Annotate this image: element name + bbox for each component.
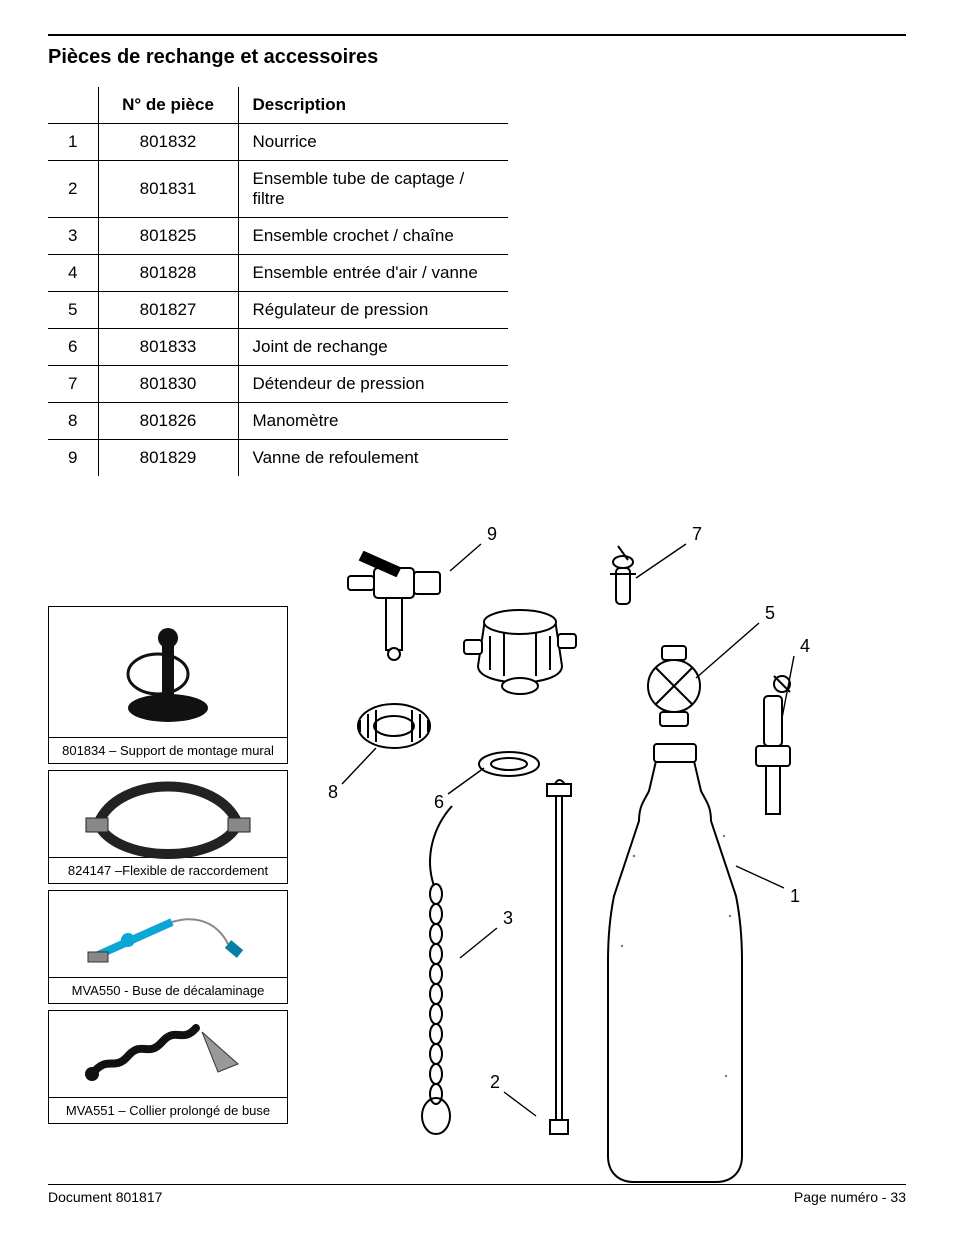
table-cell: 2 [48,161,98,218]
accessory-image [49,771,287,857]
callout-label: 4 [800,636,810,656]
table-cell: 9 [48,440,98,477]
callout-line [448,768,484,794]
table-row: 4801828Ensemble entrée d'air / vanne [48,255,508,292]
table-cell: Ensemble entrée d'air / vanne [238,255,508,292]
callout-label: 8 [328,782,338,802]
exploded-diagram: 9 7 5 4 8 6 3 2 1 [304,516,906,1216]
table-row: 1801832Nourrice [48,124,508,161]
table-cell: 801827 [98,292,238,329]
accessory-image [49,607,287,737]
nozzle-icon [68,874,268,994]
table-cell: 5 [48,292,98,329]
callout-line [736,866,784,888]
table-cell: Manomètre [238,403,508,440]
table-cell: 801831 [98,161,238,218]
table-cell: 801833 [98,329,238,366]
accessory-box: MVA550 - Buse de décalaminage [48,890,288,1004]
table-cell: Nourrice [238,124,508,161]
table-cell: 6 [48,329,98,366]
table-row: 2801831Ensemble tube de captage / filtre [48,161,508,218]
table-cell: 801828 [98,255,238,292]
table-row: 8801826Manomètre [48,403,508,440]
accessory-box: 824147 –Flexible de raccordement [48,770,288,884]
top-rule [48,34,906,36]
accessory-box: MVA551 – Collier prolongé de buse [48,1010,288,1124]
parts-table: N° de pièce Description 1801832Nourrice2… [48,87,508,476]
accessory-box: 801834 – Support de montage mural [48,606,288,764]
table-header-row: N° de pièce Description [48,87,508,124]
table-cell: 801832 [98,124,238,161]
callout-line [460,928,497,958]
callout-label: 6 [434,792,444,812]
section-title: Pièces de rechange et accessoires [48,46,906,69]
page-footer: Document 801817 Page numéro - 33 [48,1184,906,1205]
footer-rule [48,1184,906,1185]
table-cell: 1 [48,124,98,161]
callout-line [696,623,759,678]
accessory-column: 801834 – Support de montage mural824147 … [48,606,288,1216]
table-cell: 4 [48,255,98,292]
table-cell: Ensemble crochet / chaîne [238,218,508,255]
table-row: 9801829Vanne de refoulement [48,440,508,477]
table-cell: 7 [48,366,98,403]
table-cell: Joint de rechange [238,329,508,366]
table-row: 5801827Régulateur de pression [48,292,508,329]
col-header-part: N° de pièce [98,87,238,124]
table-cell: Détendeur de pression [238,366,508,403]
col-header-desc: Description [238,87,508,124]
callout-label: 9 [487,524,497,544]
table-cell: 3 [48,218,98,255]
table-row: 7801830Détendeur de pression [48,366,508,403]
hose-icon [68,754,268,874]
table-cell: 801826 [98,403,238,440]
callout-label: 3 [503,908,513,928]
table-row: 3801825Ensemble crochet / chaîne [48,218,508,255]
footer-left: Document 801817 [48,1189,162,1205]
collar-icon [68,994,268,1114]
callout-line [450,544,481,571]
table-cell: 801825 [98,218,238,255]
callout-line [342,748,376,784]
mount-icon [68,612,268,732]
table-cell: Régulateur de pression [238,292,508,329]
page: Pièces de rechange et accessoires N° de … [0,0,954,1235]
table-cell: Ensemble tube de captage / filtre [238,161,508,218]
callout-label: 1 [790,886,800,906]
footer-right: Page numéro - 33 [794,1189,906,1205]
accessory-image [49,891,287,977]
table-row: 6801833Joint de rechange [48,329,508,366]
callout-line [636,544,686,578]
callout-label: 2 [490,1072,500,1092]
diagram-svg: 9 7 5 4 8 6 3 2 1 [304,516,824,1216]
table-cell: 801829 [98,440,238,477]
callout-label: 5 [765,603,775,623]
accessory-image [49,1011,287,1097]
table-cell: 8 [48,403,98,440]
col-header-index [48,87,98,124]
callout-label: 7 [692,524,702,544]
table-cell: Vanne de refoulement [238,440,508,477]
callout-line [504,1092,536,1116]
table-cell: 801830 [98,366,238,403]
